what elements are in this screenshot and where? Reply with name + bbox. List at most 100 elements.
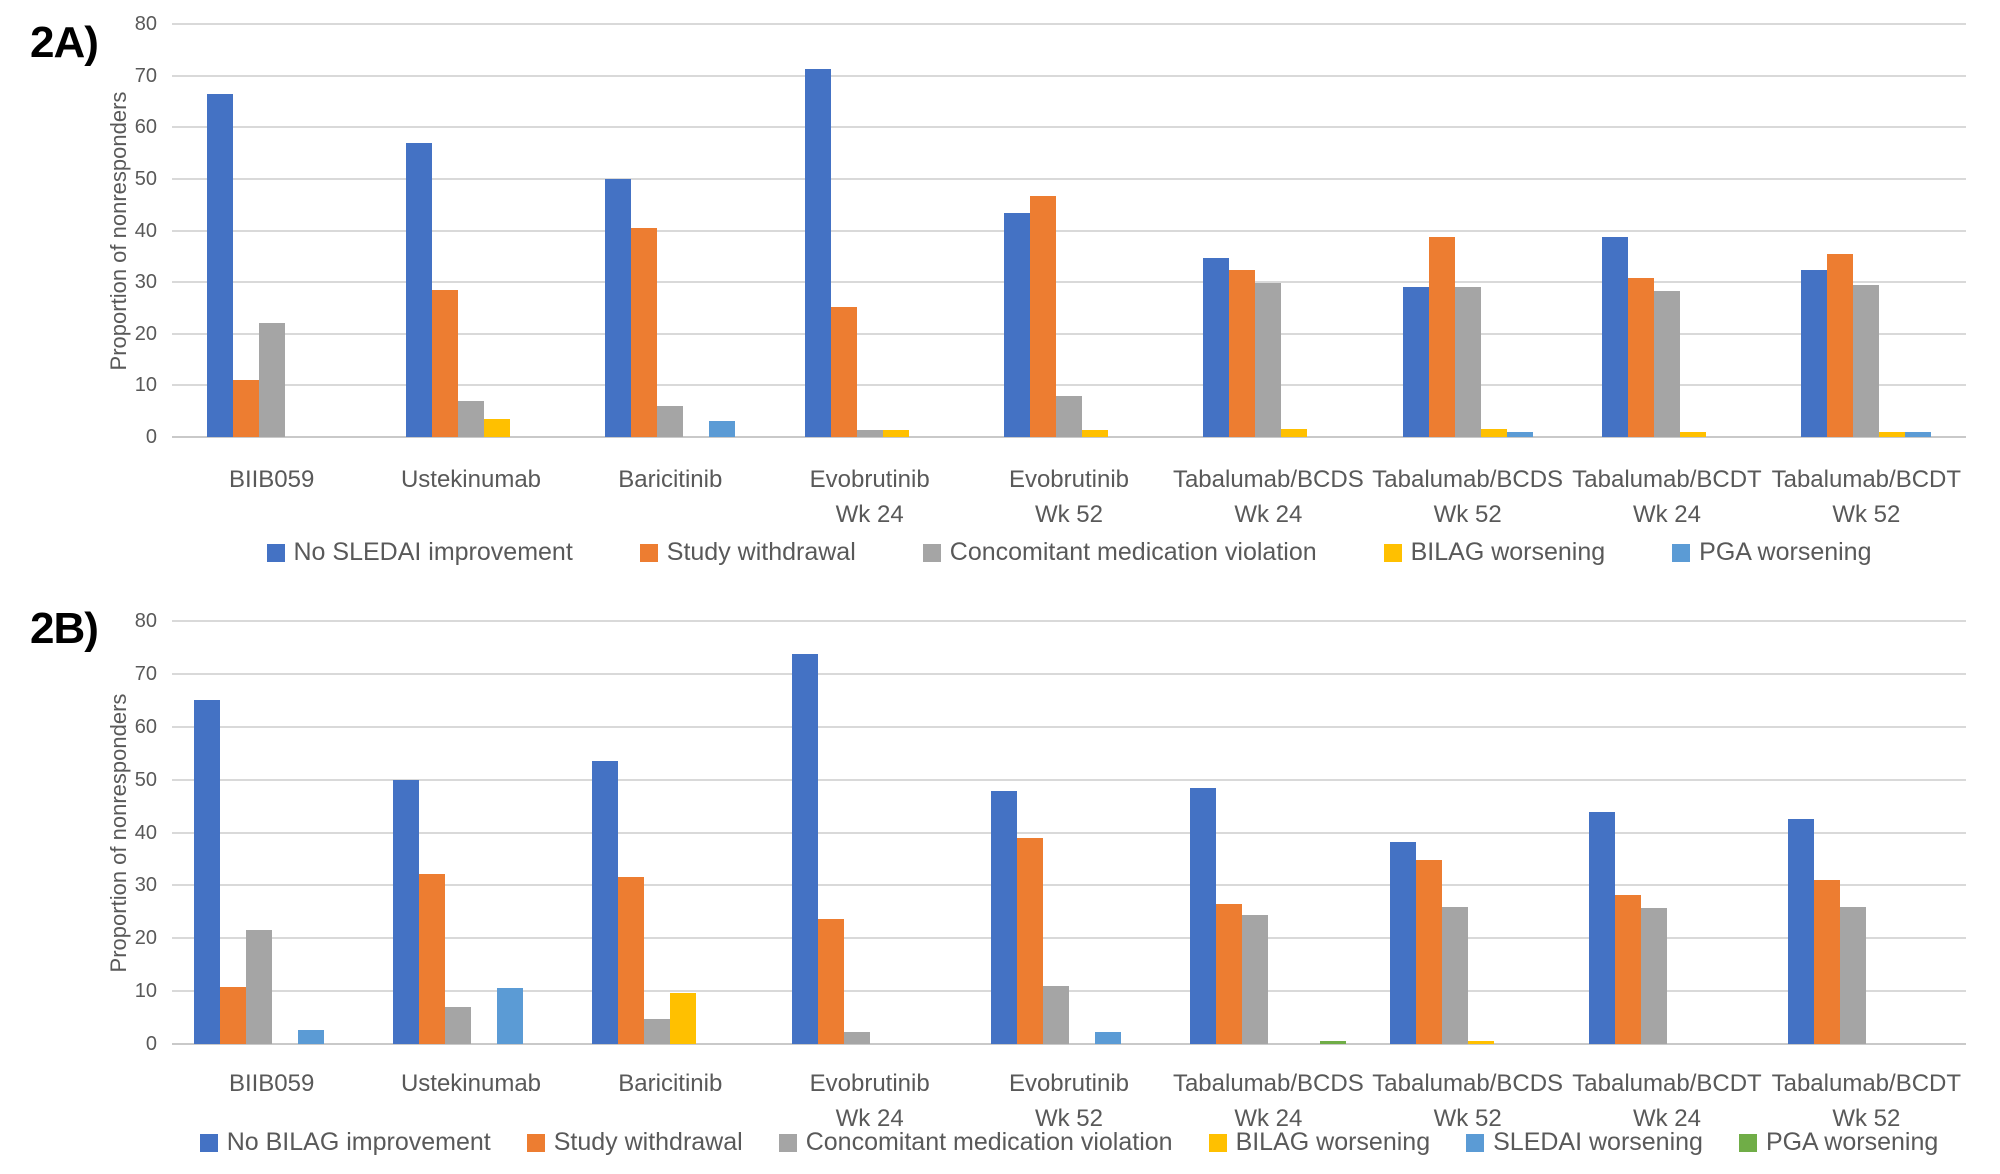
- bar-bilag-worsening: [883, 430, 909, 437]
- bar-sledai-worsening: [1095, 1032, 1121, 1044]
- bar-pga-worsening: [709, 421, 735, 437]
- x-category-label: Tabalumab/BCDT Wk 52: [1771, 466, 1962, 528]
- gridline: [172, 23, 1966, 25]
- gridline: [172, 177, 1966, 180]
- legend-label: PGA worsening: [1699, 538, 1872, 566]
- y-tick-label: 60: [134, 116, 157, 139]
- bar-bilag-worsening: [1481, 429, 1507, 437]
- bar-bilag-worsening: [1879, 432, 1905, 437]
- gridline: [172, 937, 1966, 940]
- bar-no-bilag-improvement: [1190, 788, 1216, 1044]
- bar-study-withdrawal: [1615, 895, 1641, 1044]
- legend-item-bilag-worsening: BILAG worsening: [1208, 1128, 1430, 1157]
- bar-study-withdrawal: [1827, 254, 1853, 437]
- legend-swatch-no-bilag-improvement-icon: [199, 1133, 218, 1152]
- y-tick-label: 60: [134, 715, 157, 738]
- bar-concomitant-medication-violation: [1043, 986, 1069, 1044]
- gridline: [172, 281, 1966, 284]
- x-category-label: Tabalumab/BCDT Wk 24: [1572, 466, 1762, 528]
- x-category-label: Evobrutinib Wk 52: [1008, 466, 1130, 528]
- bar-study-withdrawal: [618, 877, 644, 1044]
- y-tick-label: 70: [134, 662, 157, 685]
- x-category-label: Tabalumab/BCDT Wk 24: [1572, 1070, 1762, 1132]
- y-tick-label: 0: [145, 426, 157, 448]
- x-category-label: Tabalumab/BCDS Wk 24: [1172, 1070, 1364, 1132]
- bar-no-bilag-improvement: [792, 654, 818, 1044]
- y-tick-label: 10: [134, 374, 157, 397]
- legend-swatch-concomitant-medication-violation-icon: [922, 543, 941, 562]
- panel-label-2b: 2B): [30, 604, 99, 653]
- gridline: [172, 778, 1966, 781]
- bar-no-sledai-improvement: [1602, 237, 1628, 437]
- bar-study-withdrawal: [1416, 860, 1442, 1044]
- legend-swatch-study-withdrawal-icon: [526, 1133, 545, 1152]
- legend-item-concomitant-medication-violation: Concomitant medication violation: [922, 538, 1317, 567]
- bar-study-withdrawal: [831, 307, 857, 437]
- bar-no-bilag-improvement: [393, 780, 419, 1044]
- bar-no-sledai-improvement: [805, 69, 831, 437]
- x-axis-line: [172, 436, 1966, 438]
- bar-concomitant-medication-violation: [246, 930, 272, 1044]
- bar-concomitant-medication-violation: [1056, 396, 1082, 437]
- legend-swatch-bilag-worsening-icon: [1208, 1133, 1227, 1152]
- y-tick-label: 30: [134, 271, 157, 294]
- bar-concomitant-medication-violation: [1442, 907, 1468, 1044]
- y-tick-label: 50: [134, 167, 157, 190]
- legend-item-no-sledai-improvement: No SLEDAI improvement: [266, 538, 573, 567]
- y-tick-label: 40: [134, 219, 157, 242]
- bar-concomitant-medication-violation: [657, 406, 683, 437]
- bar-no-bilag-improvement: [1589, 812, 1615, 1044]
- x-category-label: Evobrutinib Wk 52: [1008, 1070, 1130, 1132]
- legend-swatch-pga-worsening-icon: [1672, 543, 1691, 562]
- gridline: [172, 332, 1966, 335]
- y-tick-label: 10: [134, 980, 157, 1003]
- gridline: [172, 725, 1966, 728]
- legend-item-no-bilag-improvement: No BILAG improvement: [199, 1128, 491, 1157]
- bar-no-bilag-improvement: [194, 700, 220, 1044]
- panel-label-2a: 2A): [30, 18, 99, 67]
- legend-label: BILAG worsening: [1410, 538, 1606, 566]
- legend-swatch-bilag-worsening-icon: [1383, 543, 1402, 562]
- bar-study-withdrawal: [1216, 904, 1242, 1044]
- x-category-label: Evobrutinib Wk 24: [809, 466, 930, 528]
- x-category-label: Tabalumab/BCDT Wk 52: [1771, 1070, 1962, 1132]
- bar-study-withdrawal: [631, 228, 657, 437]
- bar-study-withdrawal: [1628, 278, 1654, 437]
- y-tick-label: 70: [134, 64, 157, 87]
- bar-study-withdrawal: [1429, 237, 1455, 437]
- x-category-label: Tabalumab/BCDS Wk 52: [1372, 466, 1564, 528]
- bar-concomitant-medication-violation: [1654, 291, 1680, 437]
- bar-concomitant-medication-violation: [445, 1007, 471, 1044]
- legend-2a: No SLEDAI improvement Study withdrawal Con…: [172, 538, 1966, 567]
- bar-study-withdrawal: [1030, 196, 1056, 437]
- x-axis-line: [172, 1043, 1966, 1045]
- bar-no-sledai-improvement: [1403, 287, 1429, 437]
- legend-swatch-concomitant-medication-violation-icon: [778, 1133, 797, 1152]
- bar-bilag-worsening: [1680, 432, 1706, 437]
- gridline: [172, 126, 1966, 129]
- gridline: [172, 884, 1966, 887]
- bar-bilag-worsening: [1082, 430, 1108, 437]
- y-tick-label: 20: [134, 322, 157, 345]
- bar-concomitant-medication-violation: [1242, 915, 1268, 1044]
- bar-concomitant-medication-violation: [458, 401, 484, 437]
- x-category-label: Baricitinib: [618, 1070, 723, 1097]
- legend-label: SLEDAI worsening: [1493, 1128, 1703, 1156]
- x-category-label: Ustekinumab: [400, 466, 542, 493]
- legend-label: No BILAG improvement: [226, 1128, 491, 1156]
- legend-swatch-study-withdrawal-icon: [639, 543, 658, 562]
- gridline: [172, 229, 1966, 232]
- bar-study-withdrawal: [220, 987, 246, 1044]
- legend-swatch-sledai-worsening-icon: [1466, 1133, 1485, 1152]
- bar-concomitant-medication-violation: [844, 1032, 870, 1044]
- bar-no-sledai-improvement: [207, 94, 233, 437]
- legend-label: Study withdrawal: [666, 538, 856, 566]
- bar-bilag-worsening: [670, 993, 696, 1044]
- legend-item-study-withdrawal: Study withdrawal: [639, 538, 856, 567]
- bar-no-bilag-improvement: [1390, 842, 1416, 1044]
- y-tick-label: 50: [134, 768, 157, 791]
- bar-study-withdrawal: [1814, 880, 1840, 1044]
- bar-study-withdrawal: [818, 919, 844, 1044]
- legend-swatch-no-sledai-improvement-icon: [266, 543, 285, 562]
